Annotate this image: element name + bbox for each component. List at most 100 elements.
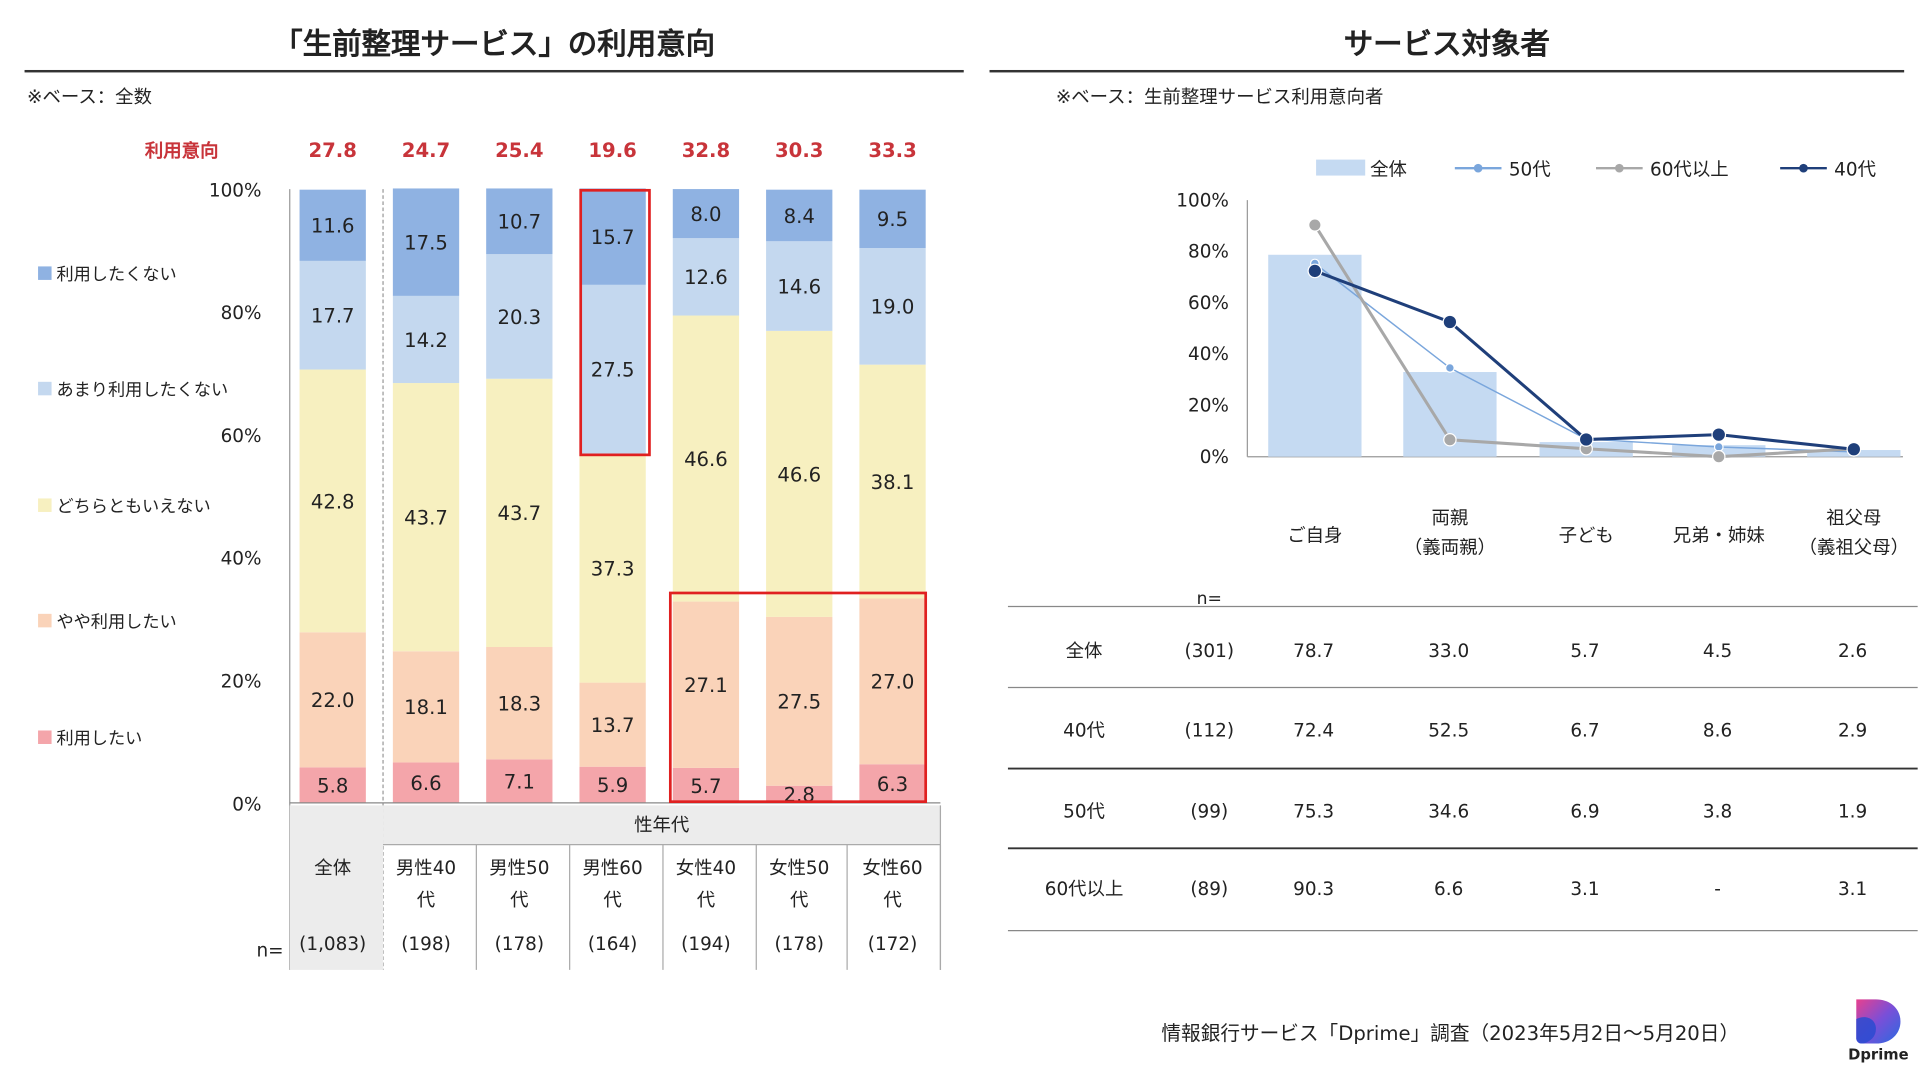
table-cell: 2.9 xyxy=(1838,721,1867,742)
left-base-note: ※ベース：全数 xyxy=(27,85,153,109)
table-cell: 90.3 xyxy=(1293,879,1334,900)
category-label: 両親 xyxy=(1432,508,1469,529)
series-marker xyxy=(1442,314,1458,330)
bar-segment xyxy=(486,188,553,255)
bar-segment xyxy=(766,785,833,803)
category-label: 全体 xyxy=(314,858,351,879)
bar-segment xyxy=(859,764,926,803)
y-tick-label: 40% xyxy=(221,549,262,570)
bar-segment xyxy=(766,616,833,786)
bar-value-label: 17.7 xyxy=(311,305,355,328)
y-tick-label: 60% xyxy=(221,426,262,447)
legend-swatch xyxy=(38,613,52,628)
table-row-label: 60代以上 xyxy=(1045,879,1124,900)
bar-segment xyxy=(392,295,460,384)
bar-segment xyxy=(486,759,553,803)
table-cell: - xyxy=(1714,879,1721,900)
legend-label: 40代 xyxy=(1834,160,1876,181)
category-label-cont: （義祖父母） xyxy=(1799,538,1909,559)
table-row-n: (99) xyxy=(1190,802,1228,823)
highlight-box xyxy=(668,591,928,804)
y-tick-label: 60% xyxy=(1188,293,1229,314)
category-label: 女性50 xyxy=(769,858,829,879)
bar-value-label: 37.3 xyxy=(591,557,635,580)
table-cell: 34.6 xyxy=(1428,802,1469,823)
bar-value-label: 27.0 xyxy=(871,671,915,694)
bar-value-label: 18.1 xyxy=(404,696,448,719)
bar-value-label: 22.0 xyxy=(311,689,355,712)
bar-segment xyxy=(859,189,926,248)
table-cell: 78.7 xyxy=(1293,641,1334,662)
bar-value-label: 12.6 xyxy=(684,266,728,289)
bar-value-label: 5.8 xyxy=(317,774,348,797)
sample-size-label: (178) xyxy=(495,934,545,955)
legend-label: 利用したくない xyxy=(56,265,176,285)
bar-segment xyxy=(486,646,553,760)
bar-value-label: 27.5 xyxy=(591,359,635,382)
intent-value: 24.7 xyxy=(402,139,450,162)
series-marker xyxy=(1712,449,1726,464)
group-header-bg xyxy=(383,805,941,845)
y-tick-label: 100% xyxy=(1176,190,1229,211)
bar-value-label: 15.7 xyxy=(591,226,635,249)
series-marker xyxy=(1307,263,1323,279)
right-base-note: ※ベース：生前整理サービス利用意向者 xyxy=(1055,85,1384,109)
bar-segment xyxy=(392,651,460,763)
bar-value-label: 7.1 xyxy=(504,770,535,793)
bar-value-label: 20.3 xyxy=(497,306,541,329)
table-row-label: 全体 xyxy=(1066,641,1103,662)
bar-value-label: 9.5 xyxy=(877,208,908,231)
dprime-logo-icon xyxy=(1856,999,1901,1044)
bar-value-label: 6.6 xyxy=(410,772,441,795)
table-row-n: (112) xyxy=(1185,721,1234,742)
table-cell: 33.0 xyxy=(1428,641,1469,662)
bar-segment xyxy=(579,453,646,683)
bar-value-label: 14.2 xyxy=(404,329,448,352)
bar-segment xyxy=(859,247,926,365)
legend-swatch xyxy=(38,730,52,744)
bar-value-label: 46.6 xyxy=(777,463,821,486)
bar-segment xyxy=(672,238,740,316)
legend-label: あまり利用したくない xyxy=(56,380,228,400)
legend-marker xyxy=(1799,163,1808,173)
category-label: 祖父母 xyxy=(1826,508,1881,529)
category-label-cont: 代 xyxy=(883,890,901,911)
sample-size-label: (194) xyxy=(681,934,731,955)
y-tick-label: 80% xyxy=(1188,242,1229,263)
bar-value-label: 19.0 xyxy=(871,296,915,319)
bar-segment xyxy=(859,364,926,599)
bar-segment xyxy=(299,189,366,261)
bar-segment xyxy=(299,260,366,370)
intent-value: 32.8 xyxy=(682,139,730,162)
survey-source-footer: 情報銀行サービス「Dprime」調査（2023年5月2日〜5月20日） xyxy=(1161,1021,1740,1045)
bar-value-label: 11.6 xyxy=(311,215,355,238)
bar-value-label: 27.5 xyxy=(777,691,821,714)
legend-label: 全体 xyxy=(1370,160,1407,181)
bar-segment xyxy=(859,598,926,765)
category-label: 男性50 xyxy=(489,858,549,879)
bar-value-label: 8.0 xyxy=(690,203,721,226)
intent-value: 25.4 xyxy=(495,139,543,162)
table-cell: 1.9 xyxy=(1838,802,1867,823)
y-tick-label: 80% xyxy=(221,303,262,324)
bar-value-label: 5.9 xyxy=(597,774,628,797)
overall-bar xyxy=(1268,254,1362,457)
series-line xyxy=(1314,269,1854,451)
sample-size-label: (1,083) xyxy=(299,934,366,955)
legend-swatch xyxy=(1316,159,1366,176)
legend-marker xyxy=(1615,163,1624,173)
bar-segment xyxy=(672,767,740,803)
category-label: 子ども xyxy=(1559,525,1614,546)
left-title-rule xyxy=(24,69,964,72)
bar-value-label: 8.4 xyxy=(784,205,815,228)
sample-size-label: (164) xyxy=(588,934,637,955)
target-audience-chart: 0%20%40%60%80%100%全体 50代 60代以上 40代ご自身両親（義両親… xyxy=(1007,159,1918,932)
bar-value-label: 38.1 xyxy=(871,471,915,494)
bar-value-label: 17.5 xyxy=(404,232,448,255)
legend-swatch xyxy=(38,498,52,512)
bar-segment xyxy=(672,315,740,602)
stacked-bar-chart: 0% 20% 40% 60% 80% 100% 利用意向 27.8 24.7 25.4 19.6 32… xyxy=(38,139,942,970)
table-cell: 8.6 xyxy=(1703,721,1732,742)
bar-segment xyxy=(579,766,646,803)
